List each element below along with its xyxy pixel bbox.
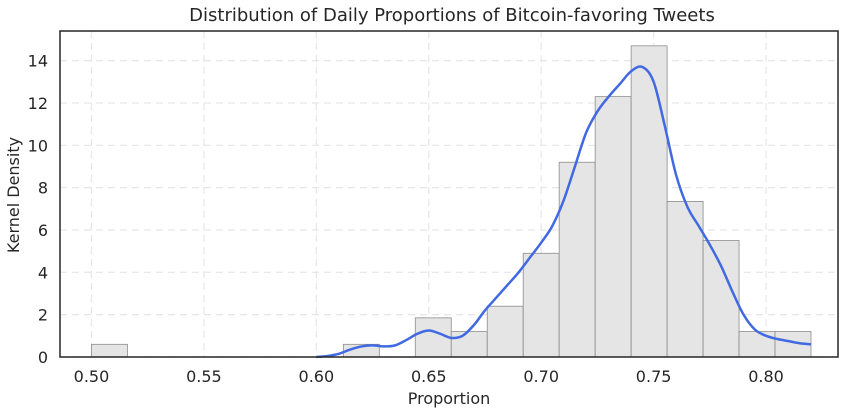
plot-frame: [59, 30, 839, 358]
histogram-bar-11: [486, 305, 524, 358]
y-tick-label-5: 10: [28, 136, 48, 155]
x-axis-label: Proportion: [408, 389, 491, 408]
x-tick-label-6: 0.80: [748, 367, 784, 386]
y-tick-label-2: 4: [38, 263, 48, 282]
histogram-bar-13: [558, 161, 596, 358]
x-tick-label-5: 0.75: [636, 367, 672, 386]
x-tick-label-1: 0.55: [186, 367, 222, 386]
kde-curve: [316, 65, 812, 359]
histogram-bar-18: [738, 331, 776, 358]
histogram-bars: [91, 45, 812, 358]
chart-title: Distribution of Daily Proportions of Bit…: [189, 5, 715, 26]
y-tick-label-3: 6: [38, 221, 48, 240]
y-tick-label-1: 2: [38, 306, 48, 325]
y-tick-label-6: 12: [28, 94, 48, 113]
kde-curve-layer: [316, 65, 812, 359]
histogram-bar-14: [594, 96, 632, 358]
y-axis-label: Kernel Density: [4, 137, 23, 253]
y-tick-label-0: 0: [38, 348, 48, 367]
histogram-bar-15: [630, 45, 668, 358]
histogram-bar-10: [450, 331, 488, 358]
x-tick-label-2: 0.60: [299, 367, 335, 386]
y-axis-ticks: 0 2 4 6 8 10 12 14: [28, 52, 48, 367]
histogram-bar-17: [702, 240, 740, 358]
x-tick-label-3: 0.65: [411, 367, 447, 386]
histogram-bar-16: [666, 201, 704, 358]
histogram-bar-12: [522, 252, 560, 358]
x-axis-ticks: 0.50 0.55 0.60 0.65 0.70 0.75 0.80: [74, 367, 784, 386]
y-tick-label-4: 8: [38, 179, 48, 198]
x-tick-label-4: 0.70: [523, 367, 559, 386]
y-tick-label-7: 14: [28, 52, 48, 71]
histogram-bar-0: [91, 343, 128, 358]
x-tick-label-0: 0.50: [74, 367, 110, 386]
